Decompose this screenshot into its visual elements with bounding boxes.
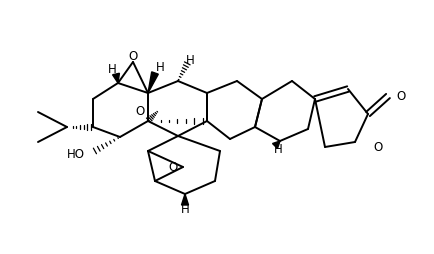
Text: O: O: [135, 105, 145, 118]
Polygon shape: [112, 74, 119, 84]
Polygon shape: [148, 73, 158, 94]
Polygon shape: [272, 141, 279, 149]
Text: O: O: [372, 141, 381, 154]
Text: H: H: [273, 143, 282, 156]
Text: H: H: [155, 61, 164, 74]
Text: H: H: [107, 63, 116, 76]
Text: HO: HO: [67, 148, 85, 161]
Text: O: O: [395, 90, 404, 103]
Text: H: H: [185, 53, 194, 66]
Text: O: O: [168, 161, 178, 174]
Polygon shape: [181, 194, 188, 205]
Text: H: H: [180, 203, 189, 216]
Text: O: O: [128, 50, 137, 63]
